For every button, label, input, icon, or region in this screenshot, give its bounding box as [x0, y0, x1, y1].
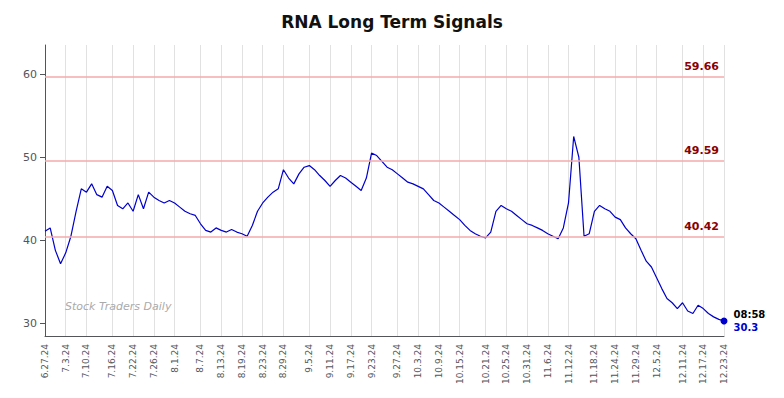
svg-text:10.25.24: 10.25.24 [501, 344, 511, 384]
svg-text:12.11.24: 12.11.24 [678, 344, 688, 384]
svg-text:RNA Long Term Signals: RNA Long Term Signals [281, 12, 503, 32]
svg-text:11.29.24: 11.29.24 [631, 344, 641, 384]
svg-text:9.5.24: 9.5.24 [304, 344, 314, 373]
svg-text:8.19.24: 8.19.24 [237, 344, 247, 379]
svg-text:9.17.24: 9.17.24 [346, 344, 356, 379]
svg-text:30.3: 30.3 [734, 322, 759, 333]
svg-text:8.23.24: 8.23.24 [258, 344, 268, 379]
svg-text:11.24.24: 11.24.24 [610, 344, 620, 384]
svg-text:12.23.24: 12.23.24 [719, 344, 729, 384]
svg-text:7.10.24: 7.10.24 [81, 344, 91, 379]
svg-text:8.13.24: 8.13.24 [216, 344, 226, 379]
svg-text:40: 40 [23, 234, 37, 247]
svg-text:8.1.24: 8.1.24 [170, 344, 180, 373]
svg-text:7.3.24: 7.3.24 [61, 344, 71, 373]
svg-text:08:58: 08:58 [734, 309, 766, 320]
svg-text:59.66: 59.66 [684, 60, 719, 73]
svg-text:8.7.24: 8.7.24 [195, 344, 205, 373]
svg-text:7.26.24: 7.26.24 [149, 344, 159, 379]
svg-text:11.12.24: 11.12.24 [564, 344, 574, 384]
svg-text:10.31.24: 10.31.24 [522, 344, 532, 384]
svg-text:11.6.24: 11.6.24 [543, 344, 553, 379]
svg-text:11.18.24: 11.18.24 [589, 344, 599, 384]
svg-text:6.27.24: 6.27.24 [40, 344, 50, 379]
svg-text:10.3.24: 10.3.24 [413, 344, 423, 379]
svg-text:7.22.24: 7.22.24 [128, 344, 138, 379]
svg-text:9.11.24: 9.11.24 [325, 344, 335, 379]
svg-text:12.5.24: 12.5.24 [652, 344, 662, 379]
svg-text:60: 60 [23, 68, 37, 81]
svg-text:9.27.24: 9.27.24 [392, 344, 402, 379]
svg-text:30: 30 [23, 317, 37, 330]
svg-text:10.21.24: 10.21.24 [481, 344, 491, 384]
svg-text:50: 50 [23, 151, 37, 164]
svg-text:49.59: 49.59 [684, 144, 719, 157]
svg-text:Stock Traders Daily: Stock Traders Daily [65, 300, 172, 313]
svg-text:10.9.24: 10.9.24 [434, 344, 444, 379]
svg-text:7.16.24: 7.16.24 [107, 344, 117, 379]
svg-text:12.17.24: 12.17.24 [698, 344, 708, 384]
svg-text:40.42: 40.42 [684, 220, 719, 233]
svg-text:9.23.24: 9.23.24 [367, 344, 377, 379]
svg-text:8.29.24: 8.29.24 [278, 344, 288, 379]
svg-text:10.15.24: 10.15.24 [455, 344, 465, 384]
